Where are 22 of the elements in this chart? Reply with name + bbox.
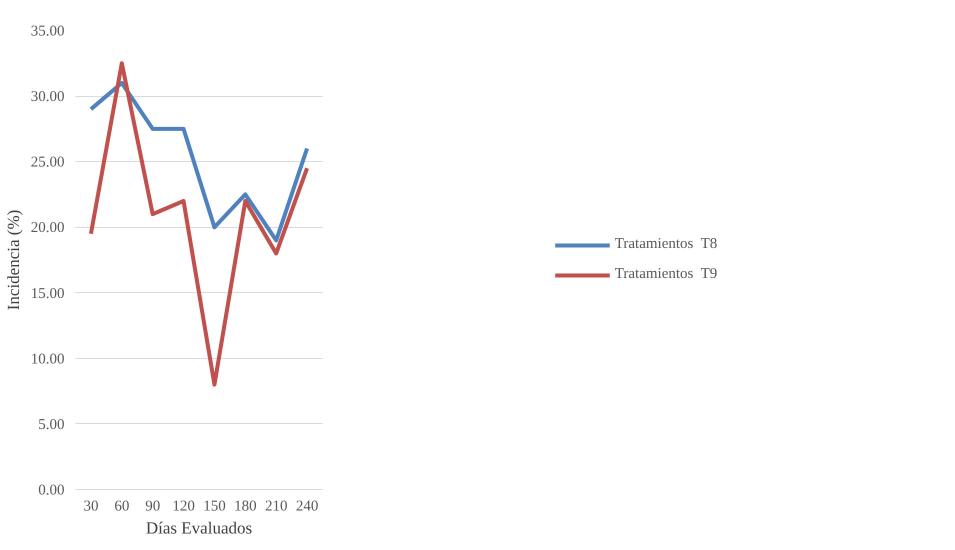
x-tick-label: 210: [264, 498, 288, 514]
y-tick-label: 35.00: [30, 24, 64, 40]
y-tick-label: 30.00: [30, 89, 64, 106]
x-tick-label: 240: [296, 498, 318, 514]
x-tick-label: 30: [83, 498, 98, 514]
x-axis-title: Días Evaluados: [146, 518, 252, 538]
legend-label: Tratamientos T9: [614, 266, 718, 283]
x-tick-label: 150: [203, 498, 226, 514]
legend-label: Tratamientos T8: [614, 236, 718, 253]
y-tick-label: 0.00: [38, 482, 64, 498]
y-tick-label: 15.00: [30, 286, 64, 302]
x-tick-label: 90: [145, 498, 160, 514]
y-axis-title: Incidencia (%): [4, 210, 23, 310]
line-series: [88, 61, 310, 387]
y-tick-label: 20.00: [30, 220, 64, 236]
y-tick-label: 25.00: [30, 154, 64, 171]
x-tick-label: 120: [172, 498, 195, 514]
x-tick-label: 180: [234, 498, 257, 514]
y-tick-label: 10.00: [30, 351, 64, 368]
x-tick-label: 60: [114, 498, 130, 514]
line-series: [88, 80, 310, 242]
y-tick-label: 5.00: [38, 416, 64, 433]
